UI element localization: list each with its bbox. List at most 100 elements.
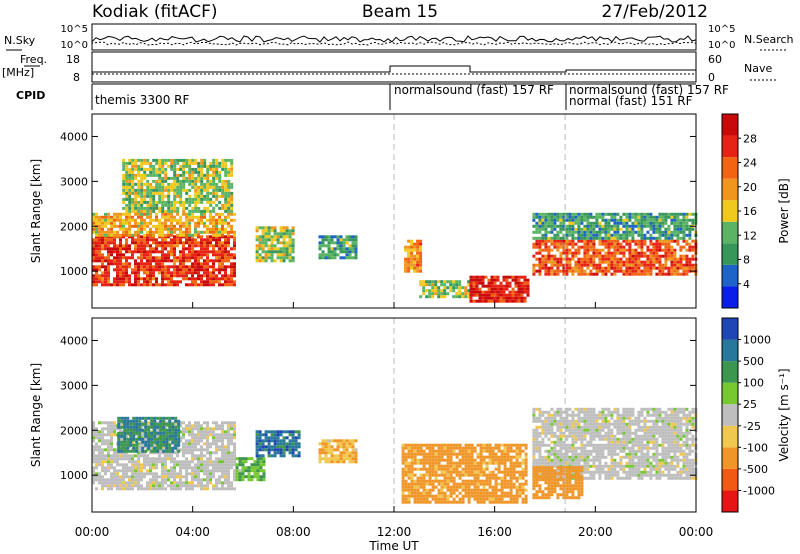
heatmap-cell	[177, 425, 181, 429]
heatmap-cell	[143, 167, 147, 171]
heatmap-cell	[491, 485, 495, 489]
heatmap-cell	[565, 263, 569, 267]
heatmap-cell	[158, 191, 162, 195]
heatmap-cell	[122, 475, 125, 479]
heatmap-cell	[149, 280, 152, 284]
heatmap-cell	[122, 274, 125, 278]
heatmap-cell	[146, 200, 150, 204]
heatmap-cell	[589, 257, 593, 261]
heatmap-cell	[155, 250, 158, 254]
heatmap-cell	[616, 266, 620, 270]
heatmap-cell	[170, 271, 173, 275]
heatmap-cell	[422, 485, 426, 489]
heatmap-cell	[95, 238, 98, 242]
heatmap-cell	[470, 458, 474, 462]
heatmap-cell	[676, 218, 680, 222]
heatmap-cell	[125, 250, 128, 254]
heatmap-cell	[212, 194, 216, 198]
heatmap-cell	[200, 173, 204, 177]
heatmap-cell	[407, 482, 411, 486]
heatmap-cell	[330, 448, 334, 452]
heatmap-cell	[577, 263, 581, 267]
heatmap-cell	[98, 433, 101, 437]
heatmap-cell	[224, 256, 227, 260]
heatmap-cell	[658, 236, 662, 240]
heatmap-cell	[185, 478, 188, 482]
heatmap-cell	[437, 289, 441, 293]
heatmap-cell	[544, 260, 548, 264]
heatmap-cell	[203, 262, 206, 266]
heatmap-cell	[259, 478, 263, 482]
heatmap-cell	[212, 215, 215, 219]
heatmap-cell	[485, 476, 489, 480]
heatmap-cell	[667, 236, 671, 240]
heatmap-cell	[120, 446, 124, 450]
heatmap-cell	[473, 494, 477, 498]
heatmap-cell	[619, 242, 623, 246]
heatmap-cell	[227, 179, 231, 183]
heatmap-cell	[348, 235, 352, 239]
heatmap-cell	[164, 271, 167, 275]
heatmap-cell	[134, 244, 137, 248]
heatmap-cell	[449, 470, 453, 474]
heatmap-cell	[631, 233, 635, 237]
heatmap-cell	[194, 238, 197, 242]
heatmap-cell	[101, 221, 104, 225]
heatmap-cell	[155, 472, 158, 476]
heatmap-cell	[410, 491, 414, 495]
heatmap-cell	[137, 280, 140, 284]
heatmap-cell	[407, 260, 411, 264]
heatmap-cell	[227, 436, 230, 440]
heatmap-cell	[146, 212, 149, 216]
heatmap-cell	[155, 241, 158, 245]
heatmap-cell	[146, 188, 150, 192]
heatmap-cell	[419, 443, 423, 447]
cpid-segment-2: normalsound (fast) 157 RF	[394, 83, 554, 97]
heatmap-cell	[149, 271, 152, 275]
heatmap-cell	[487, 281, 491, 285]
heatmap-cell	[637, 254, 641, 258]
heatmap-cell	[98, 457, 101, 461]
heatmap-cell	[230, 466, 233, 470]
heatmap-cell	[345, 439, 349, 443]
heatmap-cell	[224, 436, 227, 440]
heatmap-cell	[131, 170, 135, 174]
heatmap-cell	[288, 238, 292, 242]
heatmap-cell	[194, 182, 198, 186]
heatmap-cell	[485, 473, 489, 477]
heatmap-cell	[173, 469, 176, 473]
heatmap-cell	[140, 487, 143, 491]
heatmap-cell	[339, 244, 343, 248]
heatmap-cell	[327, 457, 331, 461]
heatmap-cell	[224, 203, 228, 207]
heatmap-cell	[152, 460, 155, 464]
heatmap-cell	[613, 215, 617, 219]
heatmap-cell	[490, 299, 494, 303]
heatmap-cell	[610, 266, 614, 270]
heatmap-cell	[464, 446, 468, 450]
heatmap-cell	[446, 479, 450, 483]
heatmap-cell	[185, 475, 188, 479]
heatmap-cell	[134, 200, 138, 204]
heatmap-cell	[104, 277, 107, 281]
heatmap-cell	[255, 244, 259, 248]
heatmap-cell	[215, 194, 219, 198]
heatmap-cell	[197, 424, 200, 428]
heatmap-cell	[176, 256, 179, 260]
heatmap-cell	[164, 179, 168, 183]
heatmap-cell	[233, 487, 236, 491]
heatmap-cell	[191, 158, 195, 162]
heatmap-cell	[182, 271, 185, 275]
heatmap-cell	[203, 478, 206, 482]
heatmap-cell	[140, 212, 143, 216]
heatmap-cell	[500, 494, 504, 498]
heatmap-cell	[146, 179, 150, 183]
heatmap-cell	[191, 436, 194, 440]
heatmap-cell	[574, 269, 578, 273]
heatmap-cell	[134, 469, 137, 473]
heatmap-cell	[194, 233, 197, 237]
heatmap-cell	[598, 230, 602, 234]
heatmap-cell	[574, 248, 578, 252]
heatmap-cell	[291, 250, 295, 254]
heatmap-cell	[170, 167, 174, 171]
